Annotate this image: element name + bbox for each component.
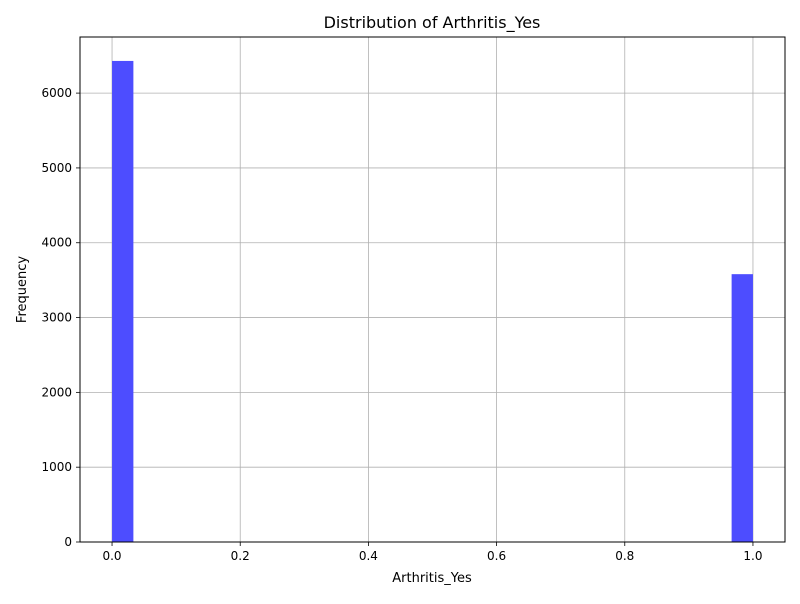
y-tick-label-0: 0 [64, 535, 72, 549]
ticks-layer: 0.0 0.2 0.4 0.6 0.8 1.0 0 1000 2000 3000 4000 5000 6… [41, 86, 762, 563]
x-tick-label-2: 0.4 [359, 549, 378, 563]
y-tick-label-6: 6000 [41, 86, 72, 100]
x-axis-label: Arthritis_Yes [392, 571, 472, 586]
plot-frame [79, 36, 786, 543]
histogram-bar-0 [112, 60, 134, 543]
bars-layer [112, 60, 753, 543]
x-tick-label-0: 0.0 [102, 549, 121, 563]
grid-layer [80, 37, 785, 543]
x-tick-label-1: 0.2 [231, 549, 250, 563]
y-tick-label-4: 4000 [41, 236, 72, 250]
histogram-bar-1 [731, 274, 753, 542]
x-tick-label-5: 1.0 [743, 549, 762, 563]
y-tick-label-1: 1000 [41, 460, 72, 474]
y-tick-label-5: 5000 [41, 161, 72, 175]
x-tick-label-3: 0.6 [487, 549, 506, 563]
y-tick-label-2: 2000 [41, 385, 72, 399]
y-axis-label: Frequency [15, 256, 30, 323]
chart-title: Distribution of Arthritis_Yes [324, 13, 541, 33]
y-tick-label-3: 3000 [41, 311, 72, 325]
x-tick-label-4: 0.8 [615, 549, 634, 563]
